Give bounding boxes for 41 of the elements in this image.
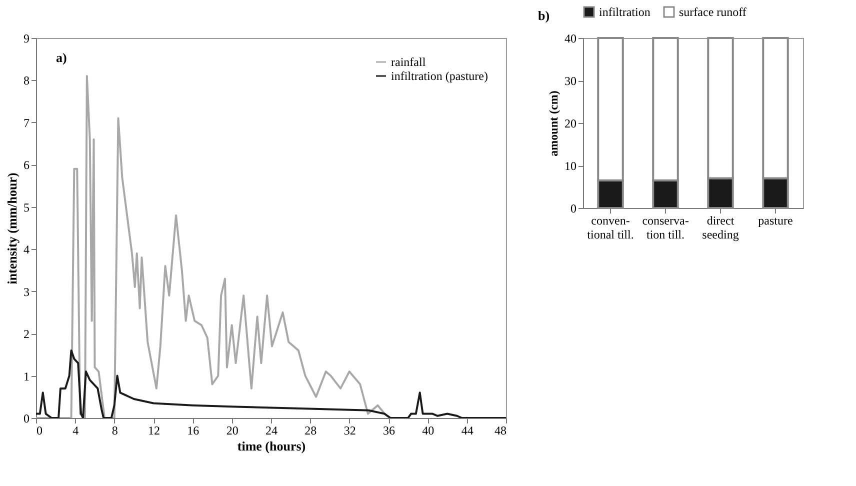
x-tick-label: 36 [383, 424, 395, 438]
x-tick-label: 16 [187, 424, 200, 438]
x-tick-label: 24 [266, 424, 278, 438]
x-tick-label: 0 [36, 424, 42, 438]
legend-label: rainfall [391, 55, 426, 69]
x-tick-label: 28 [304, 424, 317, 438]
y-tick-label: 40 [564, 32, 576, 46]
y-tick-label: 20 [564, 116, 576, 130]
y-tick-label: 3 [24, 284, 30, 299]
y-tick-label: 30 [564, 74, 576, 88]
y-tick-label: 7 [24, 116, 30, 130]
y-tick-label: 8 [24, 74, 30, 88]
y-tick-label: 9 [24, 32, 30, 46]
y-axis-title: amount (cm) [546, 90, 560, 156]
y-tick-label: 6 [24, 158, 30, 172]
y-axis-title: intensity (mm/hour) [4, 172, 20, 284]
y-tick-label: 4 [24, 242, 30, 257]
x-tick-label: 8 [112, 424, 118, 438]
x-axis-title: time (hours) [237, 438, 306, 454]
x-tick-label: 40 [422, 424, 434, 438]
x-tick-label: 48 [494, 424, 506, 438]
x-tick-label: conserva- tion till. [642, 214, 689, 242]
x-tick-label: 32 [344, 424, 356, 438]
text: b) [538, 8, 550, 23]
y-tick-label: 0 [24, 412, 30, 426]
x-tick-label: 20 [226, 424, 238, 438]
annotation: a) [56, 50, 67, 65]
x-tick-label: 4 [72, 424, 79, 438]
x-tick-label: 44 [461, 424, 474, 438]
legend-label: surface runoff [679, 5, 746, 19]
y-tick-label: 0 [570, 202, 576, 216]
y-tick-label: 10 [564, 159, 576, 173]
x-tick-label: conven- tional till. [587, 214, 634, 242]
x-tick-label: pasture [758, 214, 793, 228]
x-tick-label: 12 [148, 424, 160, 438]
y-tick-label: 5 [24, 200, 30, 214]
y-tick-label: 2 [24, 327, 30, 342]
y-tick-label: 1 [24, 369, 30, 384]
legend-label: infiltration (pasture) [391, 69, 488, 83]
x-tick-label: direct seeding [702, 214, 739, 242]
legend-label: infiltration [599, 5, 650, 19]
